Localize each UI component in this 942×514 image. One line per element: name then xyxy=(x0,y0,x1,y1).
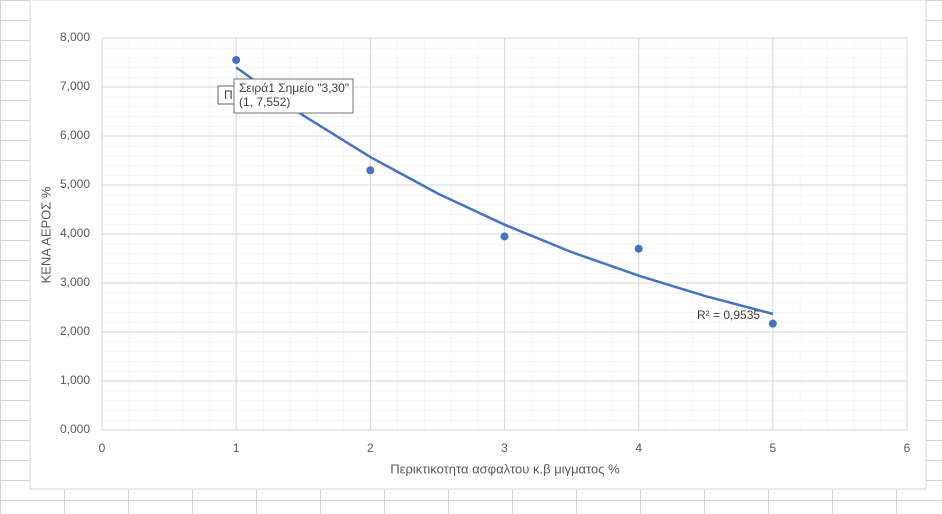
y-tick-label: 2,000 xyxy=(60,324,90,338)
trendline-label: R² = 0,9535 xyxy=(697,308,760,322)
x-tick-label: 4 xyxy=(635,441,642,455)
tooltip-line: Σειρά1 Σημείο "3,30" xyxy=(239,81,349,95)
y-tick-label: 1,000 xyxy=(60,373,90,387)
x-tick-label: 5 xyxy=(769,441,776,455)
y-tick-label: 0,000 xyxy=(60,422,90,436)
y-tick-label: 4,000 xyxy=(60,226,90,240)
x-tick-label: 2 xyxy=(367,441,374,455)
point xyxy=(768,319,777,328)
y-tick-label: 6,000 xyxy=(60,128,90,142)
x-tick-label: 0 xyxy=(99,441,106,455)
hidden-label: Π xyxy=(224,88,233,102)
point xyxy=(366,166,375,175)
y-tick-label: 3,000 xyxy=(60,275,90,289)
y-axis-title: ΚΕΝΑ ΑΕΡΟΣ % xyxy=(38,186,53,283)
tooltip xyxy=(233,78,354,114)
x-tick-label: 3 xyxy=(501,441,508,455)
point xyxy=(634,244,643,253)
x-axis-title: Περικτικοτητα ασφαλτου κ.β μιγματος % xyxy=(390,461,620,476)
point xyxy=(232,55,241,64)
x-tick-label: 6 xyxy=(904,441,911,455)
y-tick-label: 8,000 xyxy=(60,30,90,44)
tooltip-line: (1, 7,552) xyxy=(239,95,290,109)
x-tick-label: 1 xyxy=(233,441,240,455)
y-tick-label: 7,000 xyxy=(60,79,90,93)
trendline xyxy=(235,66,774,316)
point xyxy=(500,232,509,241)
y-tick-label: 5,000 xyxy=(60,177,90,191)
